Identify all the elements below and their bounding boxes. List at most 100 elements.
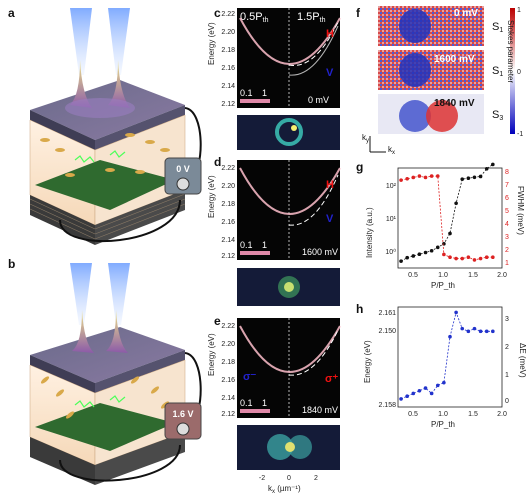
h-mode-label: H xyxy=(326,28,334,40)
data-point xyxy=(484,255,489,259)
svg-text:1.5Pth: 1.5Pth xyxy=(297,11,326,24)
stokes-maps: 0 mV S1 1600 mV S1 1840 mV S3 1 0 -1 Sto… xyxy=(362,6,523,156)
svg-text:1: 1 xyxy=(505,372,509,379)
data-point xyxy=(454,201,458,206)
data-point xyxy=(472,175,477,180)
svg-text:2.0: 2.0 xyxy=(497,272,507,279)
bottom-mirror xyxy=(30,195,95,245)
chart-energy-shift: 2.161 2.150 2.158 3 2 1 0 0.5 1.0 1.5 2.… xyxy=(363,306,527,429)
data-point xyxy=(423,386,428,390)
svg-text:S3: S3 xyxy=(492,109,503,122)
series-line-1 xyxy=(400,175,493,261)
v-mode-label: V xyxy=(326,67,334,79)
spectrum-d xyxy=(237,160,340,260)
svg-text:-2: -2 xyxy=(259,475,265,482)
svg-text:0: 0 xyxy=(505,398,509,405)
data-point xyxy=(423,250,428,255)
voltage-c: 0 mV xyxy=(308,95,329,105)
plot-area-g xyxy=(397,167,503,269)
spectrum-e xyxy=(237,318,340,418)
data-point xyxy=(411,175,416,180)
y-axis-right-label-h: ΔE (meV) xyxy=(518,343,527,378)
data-point xyxy=(460,177,465,181)
svg-text:-1: -1 xyxy=(517,131,523,138)
series-line-0 xyxy=(400,164,494,262)
svg-text:4: 4 xyxy=(505,221,509,228)
svg-text:1600 mV: 1600 mV xyxy=(434,54,475,65)
data-point xyxy=(442,252,446,257)
y-axis-label-h: Energy (eV) xyxy=(363,340,372,383)
voltage-label-a: 0 V xyxy=(176,164,190,174)
data-point xyxy=(466,255,471,259)
svg-text:2.16: 2.16 xyxy=(221,219,235,226)
svg-text:kx: kx xyxy=(388,145,395,156)
svg-text:2.18: 2.18 xyxy=(221,47,235,54)
svg-text:2.18: 2.18 xyxy=(221,359,235,366)
svg-text:1.5: 1.5 xyxy=(468,272,478,279)
laser-beam-right xyxy=(108,8,130,75)
data-point xyxy=(454,256,458,261)
svg-text:1: 1 xyxy=(262,398,267,408)
voltage-d: 1600 mV xyxy=(302,247,338,257)
svg-text:10¹: 10¹ xyxy=(386,216,397,223)
data-point xyxy=(423,175,428,180)
svg-text:2.12: 2.12 xyxy=(221,101,235,108)
svg-text:2: 2 xyxy=(505,344,509,351)
data-point xyxy=(460,326,465,331)
panel-label-g: g xyxy=(356,160,364,174)
voltage-source-a xyxy=(164,157,202,195)
data-point xyxy=(417,388,422,393)
knob-icon xyxy=(176,177,190,191)
svg-text:1: 1 xyxy=(262,240,267,250)
emission-peak-right xyxy=(108,60,130,108)
svg-text:2.20: 2.20 xyxy=(221,183,235,190)
svg-text:0.1: 0.1 xyxy=(240,240,253,250)
svg-text:5: 5 xyxy=(505,208,509,215)
svg-text:1: 1 xyxy=(517,7,521,14)
y-axis-label-c: Energy (eV) xyxy=(207,22,216,65)
data-point xyxy=(448,255,452,259)
data-point xyxy=(478,329,483,334)
stokes-colorbar xyxy=(510,8,515,134)
svg-text:2.22: 2.22 xyxy=(221,11,235,18)
svg-text:S1: S1 xyxy=(492,65,503,78)
dispersion-spectra: 0.5Pth 1.5Pth H V 0 mV 0.1 1 2.22 2.20 2… xyxy=(207,8,341,495)
svg-text:H: H xyxy=(326,179,334,191)
svg-text:2.22: 2.22 xyxy=(221,323,235,330)
data-point xyxy=(435,174,440,178)
stokes-colorbar-label: Stokes parameter xyxy=(506,20,515,83)
svg-text:10²: 10² xyxy=(386,183,397,190)
svg-text:3: 3 xyxy=(505,234,509,241)
series-line-0 xyxy=(400,311,493,400)
svg-text:3: 3 xyxy=(505,316,509,323)
data-point xyxy=(491,255,495,259)
data-point xyxy=(417,252,422,257)
data-point xyxy=(405,255,409,260)
sigma-minus-label: σ⁻ xyxy=(243,371,257,383)
svg-text:2.12: 2.12 xyxy=(221,253,235,260)
panel-label-c: c xyxy=(214,6,221,20)
data-point xyxy=(417,174,422,178)
svg-text:0: 0 xyxy=(287,475,291,482)
data-point xyxy=(429,391,434,396)
svg-text:0.5Pth: 0.5Pth xyxy=(240,11,269,24)
svg-text:ky: ky xyxy=(362,133,369,144)
voltage-label-b: 1.6 V xyxy=(172,409,193,419)
data-point xyxy=(405,177,409,181)
data-point xyxy=(429,174,434,178)
panel-label-a: a xyxy=(8,6,15,20)
svg-text:8: 8 xyxy=(505,169,509,176)
svg-text:7: 7 xyxy=(505,182,509,189)
svg-text:0 mV: 0 mV xyxy=(454,8,478,19)
svg-text:2.14: 2.14 xyxy=(221,237,235,244)
data-point xyxy=(405,394,409,398)
svg-text:2.12: 2.12 xyxy=(221,411,235,418)
data-point xyxy=(435,245,440,250)
x-axis-label-h: P/P_th xyxy=(431,420,455,429)
device-schematic-a: 0 V xyxy=(29,8,202,245)
svg-text:1.0: 1.0 xyxy=(438,411,448,418)
data-point xyxy=(399,397,403,401)
svg-text:2.20: 2.20 xyxy=(221,341,235,348)
device-schematic-b: 1.6 V xyxy=(29,263,202,485)
svg-text:1840 mV: 1840 mV xyxy=(434,98,475,109)
